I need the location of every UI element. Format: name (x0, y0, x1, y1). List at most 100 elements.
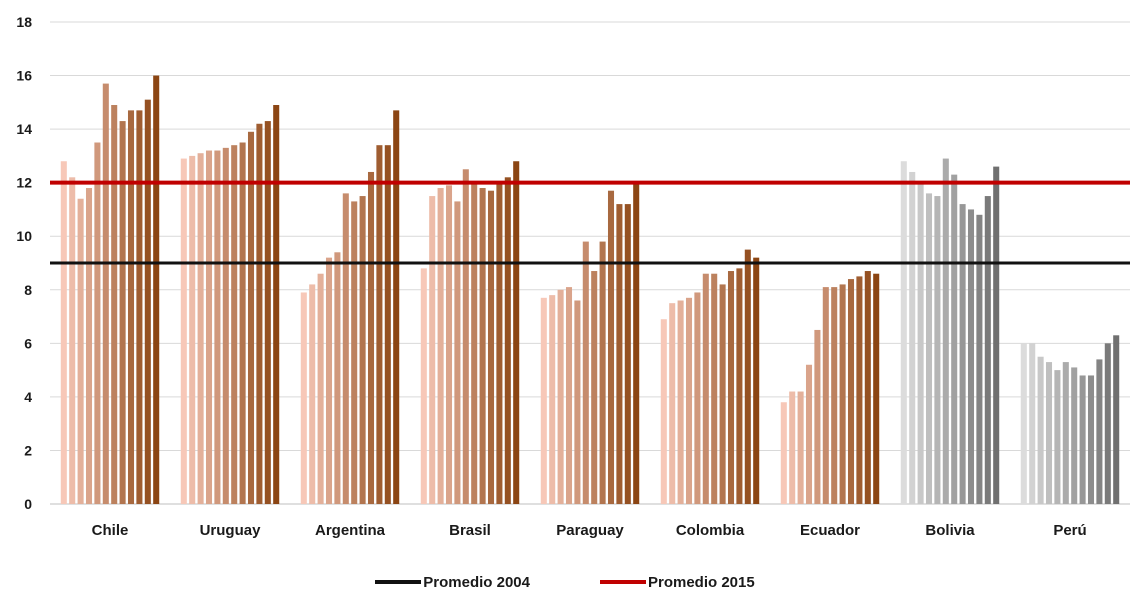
legend-swatch-black (375, 580, 422, 584)
y-tick-label: 14 (16, 121, 32, 137)
bar (189, 155, 196, 504)
bar (1020, 343, 1027, 504)
x-tick-label: Colombia (676, 522, 745, 539)
bar (393, 110, 400, 505)
y-axis-ticks: 0 2 4 6 8 10 12 14 16 18 (16, 14, 32, 512)
bar (445, 185, 453, 504)
bar (557, 289, 564, 504)
bar (420, 268, 427, 504)
bar (951, 174, 958, 504)
bar (462, 169, 469, 504)
bar (153, 75, 160, 504)
bar (633, 182, 640, 505)
bar (959, 204, 966, 504)
y-tick-label: 0 (24, 496, 32, 512)
bars (60, 75, 1120, 505)
y-tick-label: 4 (24, 389, 32, 405)
bar (454, 201, 461, 504)
bar (616, 204, 623, 504)
legend: Promedio 2004 Promedio 2015 (0, 568, 1130, 596)
bar (479, 188, 486, 504)
bar (264, 121, 271, 504)
bar (1096, 359, 1103, 504)
bar (574, 300, 581, 504)
bar (1079, 375, 1086, 504)
bar (549, 295, 556, 504)
bar (376, 145, 383, 504)
bar (814, 329, 821, 504)
bar (599, 241, 606, 504)
x-tick-label: Argentina (315, 522, 386, 539)
bar (85, 188, 93, 504)
bar (917, 182, 924, 505)
legend-item-promedio-2015: Promedio 2015 (600, 574, 755, 591)
bar (504, 177, 511, 504)
bar (925, 193, 933, 504)
y-tick-label: 6 (24, 335, 32, 351)
bar (702, 273, 709, 504)
bar (359, 196, 366, 504)
bar (685, 297, 693, 504)
bar (839, 284, 846, 504)
y-tick-label: 2 (24, 442, 32, 458)
bar (102, 83, 109, 504)
bar (342, 193, 349, 504)
bar (711, 273, 718, 504)
bar (1113, 335, 1120, 504)
bar (351, 201, 358, 504)
y-tick-label: 12 (16, 175, 32, 191)
bar (496, 182, 503, 505)
y-tick-label: 8 (24, 282, 32, 298)
bar (197, 153, 204, 504)
legend-label: Promedio 2015 (648, 573, 755, 591)
bar (873, 273, 880, 504)
x-tick-label: Ecuador (800, 522, 860, 539)
bar (384, 145, 391, 504)
bar (429, 196, 436, 504)
bar (1029, 343, 1036, 504)
bar (69, 177, 76, 504)
bar (77, 198, 84, 505)
bar (967, 209, 975, 504)
bar (540, 297, 547, 504)
bar (624, 204, 631, 504)
bar (1037, 356, 1044, 504)
bar (247, 131, 255, 505)
bar (976, 214, 983, 505)
bar (317, 273, 324, 504)
bar (993, 166, 1000, 504)
x-axis-labels: Chile Uruguay Argentina Brasil Paraguay Colom… (92, 522, 1087, 539)
bar (222, 147, 229, 505)
bar (334, 252, 341, 504)
bar (864, 271, 871, 504)
bar (136, 110, 143, 505)
bar (325, 257, 333, 504)
bar (591, 271, 598, 504)
x-tick-label: Chile (92, 522, 129, 539)
bar (582, 241, 589, 504)
y-tick-label: 18 (16, 14, 32, 30)
bar (119, 121, 126, 504)
bar (1087, 375, 1095, 504)
bar (789, 391, 796, 504)
bar (1054, 370, 1061, 504)
bar (1104, 343, 1111, 504)
bar (797, 391, 804, 504)
bar-chart: 0 2 4 6 8 10 12 14 16 18 Chile Uruguay Argentina Bra… (16, 14, 1130, 539)
reference-lines (50, 180, 1130, 265)
bar (847, 279, 855, 504)
bar (256, 123, 263, 504)
bar (60, 161, 67, 505)
bar (780, 402, 787, 504)
bar (677, 300, 684, 504)
bar (487, 190, 495, 504)
bar (144, 99, 151, 504)
bar (239, 142, 246, 504)
bar (300, 292, 307, 504)
y-tick-label: 10 (16, 228, 32, 244)
bar (111, 105, 118, 504)
x-tick-label: Perú (1053, 522, 1086, 539)
bar (367, 171, 375, 504)
y-tick-label: 16 (16, 68, 32, 84)
